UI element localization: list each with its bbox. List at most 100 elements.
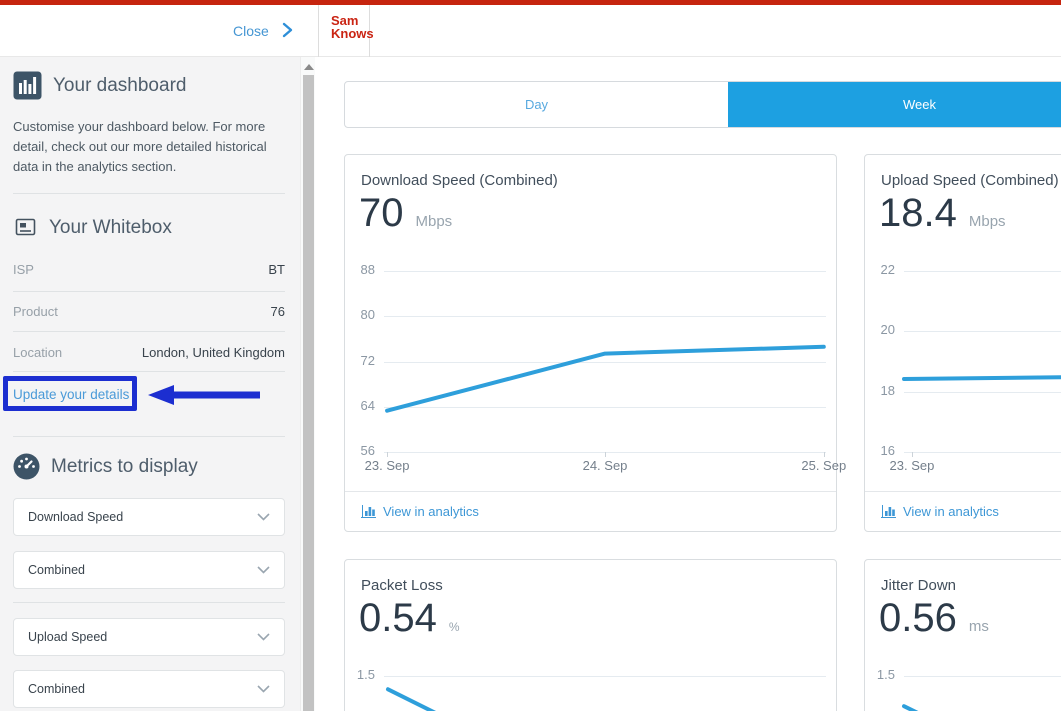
- chevron-down-icon: [257, 566, 270, 574]
- y-gridline: [384, 361, 826, 363]
- view-in-analytics-link[interactable]: View in analytics: [881, 504, 999, 519]
- y-axis-tick-label: 20: [880, 322, 895, 338]
- metric-unit: Mbps: [968, 213, 1006, 230]
- row-label: ISP: [13, 262, 34, 277]
- whitebox-row-product: Product 76: [13, 304, 285, 319]
- dashboard-sidebar: Your dashboard Customise your dashboard …: [0, 57, 315, 711]
- x-axis-tick-label: 23. Sep: [364, 458, 410, 473]
- dashboard-description: Customise your dashboard below. For more…: [13, 119, 267, 174]
- row-label: Product: [13, 304, 58, 319]
- y-gridline: [384, 316, 826, 318]
- bar-chart-icon: [361, 505, 376, 518]
- row-value: BT: [268, 262, 285, 277]
- sidebar-section-metrics: Metrics to display: [13, 453, 198, 480]
- x-axis-tick-mark: [387, 452, 389, 457]
- tab-day[interactable]: Day: [524, 97, 549, 112]
- chevron-down-icon: [257, 513, 270, 521]
- line-chart: 88 80 72 64 56 23. Sep 24. Sep 25. Sep: [361, 262, 847, 473]
- view-in-analytics-label: View in analytics: [903, 504, 999, 519]
- y-gridline: [384, 406, 826, 408]
- metric-headline: 0.56 ms: [879, 596, 989, 641]
- y-axis-tick-label: 16: [880, 443, 895, 458]
- dropdown-value: Download Speed: [28, 510, 124, 524]
- metric-value: 18.4: [879, 191, 957, 235]
- metric-dropdown-2[interactable]: Combined: [13, 551, 285, 589]
- chart-line-series: [385, 687, 437, 711]
- sidebar-section-title: Your dashboard: [53, 74, 187, 96]
- divider: [13, 371, 285, 372]
- y-gridline: [904, 676, 1061, 677]
- y-axis-tick-label: 72: [360, 352, 375, 368]
- period-tabbar: Day Week: [344, 81, 1061, 128]
- x-axis-tick-label: 24. Sep: [582, 458, 628, 473]
- card-title: Jitter Down: [881, 577, 957, 594]
- gauge-icon: [13, 453, 40, 480]
- x-axis-tick-label: 23. Sep: [889, 458, 935, 473]
- sidebar-section-title: Metrics to display: [51, 455, 198, 477]
- close-button[interactable]: Close: [233, 23, 269, 39]
- metric-headline: 18.4 Mbps: [879, 191, 1006, 236]
- metric-value: 0.56: [879, 596, 957, 640]
- metric-dropdown-3[interactable]: Upload Speed: [13, 618, 285, 656]
- divider: [13, 602, 285, 603]
- card-footer: View in analytics: [345, 491, 836, 531]
- tab-week[interactable]: Week: [728, 82, 1061, 127]
- y-gridline: [904, 452, 1061, 453]
- x-axis-tick-mark: [823, 452, 825, 457]
- card-title: Download Speed (Combined): [361, 172, 558, 189]
- y-axis-tick-label: 64: [360, 397, 375, 413]
- row-value: 76: [270, 304, 285, 319]
- y-gridline: [384, 676, 826, 677]
- sidebar-scrollbar[interactable]: [300, 57, 315, 711]
- top-bar: Close Sam Knows: [0, 0, 1061, 57]
- divider: [13, 193, 285, 194]
- y-axis-tick-label: 56: [360, 443, 375, 458]
- chevron-right-icon[interactable]: [281, 22, 293, 38]
- sidebar-section-dashboard: Your dashboard: [13, 71, 186, 100]
- x-axis-tick-mark: [605, 452, 606, 457]
- logo-line-2: Knows: [331, 26, 374, 41]
- y-gridline: [384, 271, 826, 272]
- whitebox-icon: [15, 218, 36, 236]
- metric-unit: %: [448, 620, 460, 634]
- divider: [13, 331, 285, 332]
- metric-card-upload-speed: Upload Speed (Combined) 18.4 Mbps 22 20 18…: [864, 154, 1061, 532]
- divider: [13, 436, 285, 437]
- scroll-up-arrow-icon[interactable]: [304, 64, 314, 70]
- metric-card-packet-loss: Packet Loss 0.54 % 1.5: [344, 559, 837, 711]
- metric-card-jitter-down: Jitter Down 0.56 ms 1.5: [864, 559, 1061, 711]
- view-in-analytics-link[interactable]: View in analytics: [361, 504, 479, 519]
- line-chart: 1.5: [357, 667, 826, 711]
- metric-value: 70: [359, 191, 404, 235]
- line-chart: 1.5: [877, 667, 1061, 711]
- chart-line-series: [902, 375, 1061, 381]
- update-your-details-link[interactable]: Update your details: [13, 387, 130, 402]
- metric-value: 0.54: [359, 596, 437, 640]
- y-axis-tick-label: 1.5: [356, 667, 375, 682]
- dropdown-value: Upload Speed: [28, 630, 108, 644]
- chevron-down-icon: [257, 685, 270, 693]
- sidebar-section-title: Your Whitebox: [49, 216, 172, 238]
- chart-line-series: [385, 344, 826, 413]
- scrollbar-thumb[interactable]: [303, 75, 314, 711]
- metric-dropdown-4[interactable]: Combined: [13, 670, 285, 708]
- view-in-analytics-label: View in analytics: [383, 504, 479, 519]
- chevron-down-icon: [257, 633, 270, 641]
- divider: [13, 291, 285, 292]
- y-gridline: [904, 271, 1061, 272]
- metric-dropdown-1[interactable]: Download Speed: [13, 498, 285, 536]
- bar-chart-icon: [881, 505, 896, 518]
- metric-headline: 0.54 %: [359, 596, 460, 641]
- chart-line-series: [902, 704, 919, 711]
- metric-card-download-speed: Download Speed (Combined) 70 Mbps 88 80 72…: [344, 154, 847, 532]
- dashboard-icon: [13, 71, 42, 100]
- metric-unit: Mbps: [415, 213, 453, 230]
- metric-unit: ms: [968, 618, 989, 635]
- card-title: Packet Loss: [361, 577, 443, 594]
- annotation-arrow-icon: [148, 385, 260, 405]
- samknows-logo[interactable]: Sam Knows: [318, 5, 374, 57]
- logo-line-1: Sam: [331, 13, 359, 28]
- x-axis-tick-mark: [911, 452, 913, 457]
- y-axis-tick-label: 18: [880, 382, 895, 398]
